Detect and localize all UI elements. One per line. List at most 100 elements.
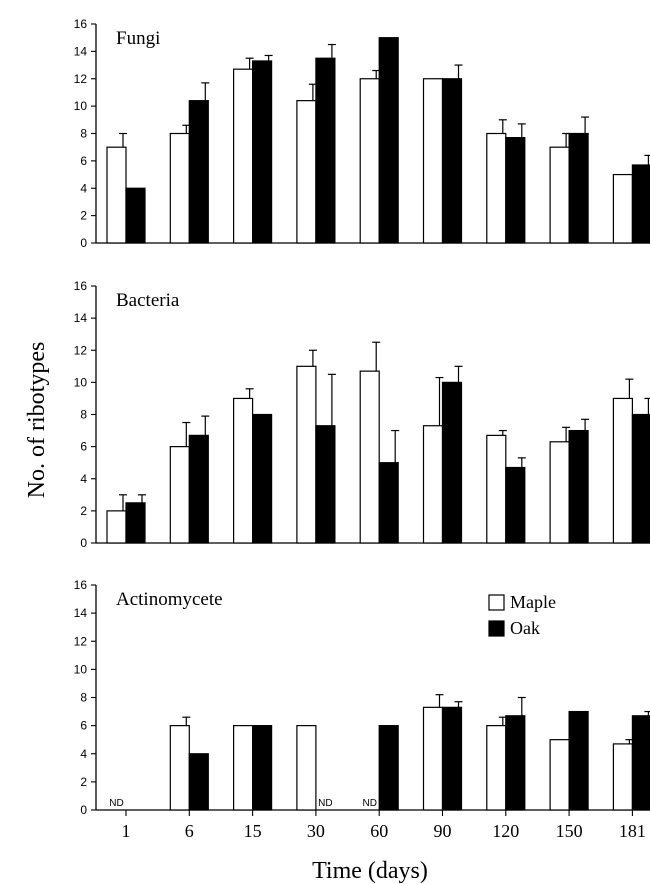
y-tick-label: 8 [80, 408, 87, 422]
y-tick-label: 2 [80, 209, 87, 223]
bar-maple [169, 446, 190, 544]
y-tick-label: 16 [74, 578, 88, 592]
bar-oak [631, 164, 650, 244]
x-tick-label: 181 [619, 821, 646, 841]
bar-oak [441, 381, 463, 544]
bar-oak [378, 37, 399, 244]
nd-annotation: ND [109, 798, 123, 809]
x-tick-label: 90 [434, 821, 452, 841]
bar-oak [315, 57, 336, 244]
panel-title: Actinomycete [116, 589, 223, 610]
y-tick-label: 12 [74, 634, 88, 648]
y-tick-label: 4 [80, 747, 87, 761]
bar-maple [422, 425, 444, 544]
x-tick-label: 120 [492, 821, 519, 841]
bar-maple [233, 725, 254, 811]
bar-oak [125, 187, 146, 244]
bar-oak [252, 725, 273, 811]
bar-maple [422, 78, 444, 244]
y-tick-label: 12 [74, 72, 88, 86]
y-tick-label: 10 [74, 375, 88, 389]
y-tick-label: 0 [80, 803, 87, 817]
legend: Maple Oak [488, 592, 556, 638]
y-tick-label: 10 [74, 99, 88, 113]
y-tick-label: 14 [74, 606, 88, 620]
y-tick-label: 14 [74, 44, 88, 58]
bar-oak [378, 725, 399, 811]
bar-maple [549, 739, 570, 811]
bar-maple [612, 397, 634, 544]
panel-title: Bacteria [116, 290, 180, 311]
bar-maple [296, 365, 317, 544]
bar-oak [568, 429, 589, 544]
bar-oak [505, 715, 526, 811]
bar-oak [441, 78, 463, 244]
bar-oak [188, 753, 209, 811]
y-tick-label: 8 [80, 127, 87, 141]
x-tick-label: 15 [244, 821, 262, 841]
y-tick-label: 16 [74, 17, 88, 31]
bar-maple [106, 510, 127, 544]
x-tick-label: 30 [307, 821, 325, 841]
x-tick-label: 6 [185, 821, 194, 841]
y-tick-label: 14 [74, 311, 88, 325]
bar-oak [568, 132, 589, 244]
x-tick-label: 60 [370, 821, 388, 841]
nd-annotation: ND [318, 798, 332, 809]
nd-annotation: ND [362, 798, 376, 809]
bar-maple [612, 743, 634, 811]
bar-oak [505, 466, 526, 544]
bar-maple [422, 706, 444, 811]
bar-oak [188, 100, 209, 244]
legend-swatch-maple [488, 594, 505, 611]
legend-swatch-oak [488, 620, 505, 637]
bar-oak [505, 137, 526, 244]
bar-oak [125, 502, 146, 544]
bar-maple [169, 132, 190, 244]
y-tick-label: 12 [74, 343, 88, 357]
chart-panels: 0246810121416Fungi0246810121416Bacteria0… [74, 17, 650, 841]
bar-maple [549, 441, 570, 544]
y-tick-label: 6 [80, 154, 87, 168]
bar-maple [106, 146, 127, 244]
legend-label-maple: Maple [510, 592, 556, 612]
bar-maple [233, 68, 254, 244]
y-axis-title: No. of ribotypes [24, 342, 50, 499]
bar-oak [631, 715, 650, 811]
x-tick-label: 150 [556, 821, 583, 841]
bar-oak [568, 710, 589, 811]
bar-oak [315, 425, 336, 544]
bar-maple [296, 725, 317, 811]
bar-maple [612, 173, 634, 244]
x-axis-title: Time (days) [312, 858, 428, 884]
y-tick-label: 2 [80, 775, 87, 789]
y-tick-label: 16 [74, 279, 88, 293]
panel-fungi: 0 2 4 6 8 10 12 14 16 Fungi [74, 17, 650, 250]
bar-maple [233, 397, 254, 544]
y-tick-label: 8 [80, 691, 87, 705]
bar-oak [378, 462, 399, 544]
bar-maple [486, 132, 507, 244]
panel-title: Fungi [116, 28, 160, 49]
y-tick-label: 4 [80, 472, 87, 486]
y-tick-label: 10 [74, 662, 88, 676]
bar-maple [169, 725, 190, 811]
bar-maple [486, 725, 507, 811]
panel-bacteria: 0 2 4 6 8 10 12 14 16 Bacteria [74, 279, 650, 550]
bar-maple [359, 78, 380, 244]
y-tick-label: 6 [80, 719, 87, 733]
bar-maple [486, 434, 507, 544]
y-tick-label: 0 [80, 536, 87, 550]
bar-oak [188, 434, 209, 544]
bar-oak [631, 413, 650, 544]
y-tick-label: 0 [80, 236, 87, 250]
y-tick-label: 6 [80, 440, 87, 454]
bar-maple [549, 146, 570, 244]
bar-oak [252, 413, 273, 544]
x-tick-label: 1 [122, 821, 131, 841]
y-tick-label: 2 [80, 504, 87, 518]
y-tick-label: 4 [80, 181, 87, 195]
bar-maple [359, 370, 380, 544]
